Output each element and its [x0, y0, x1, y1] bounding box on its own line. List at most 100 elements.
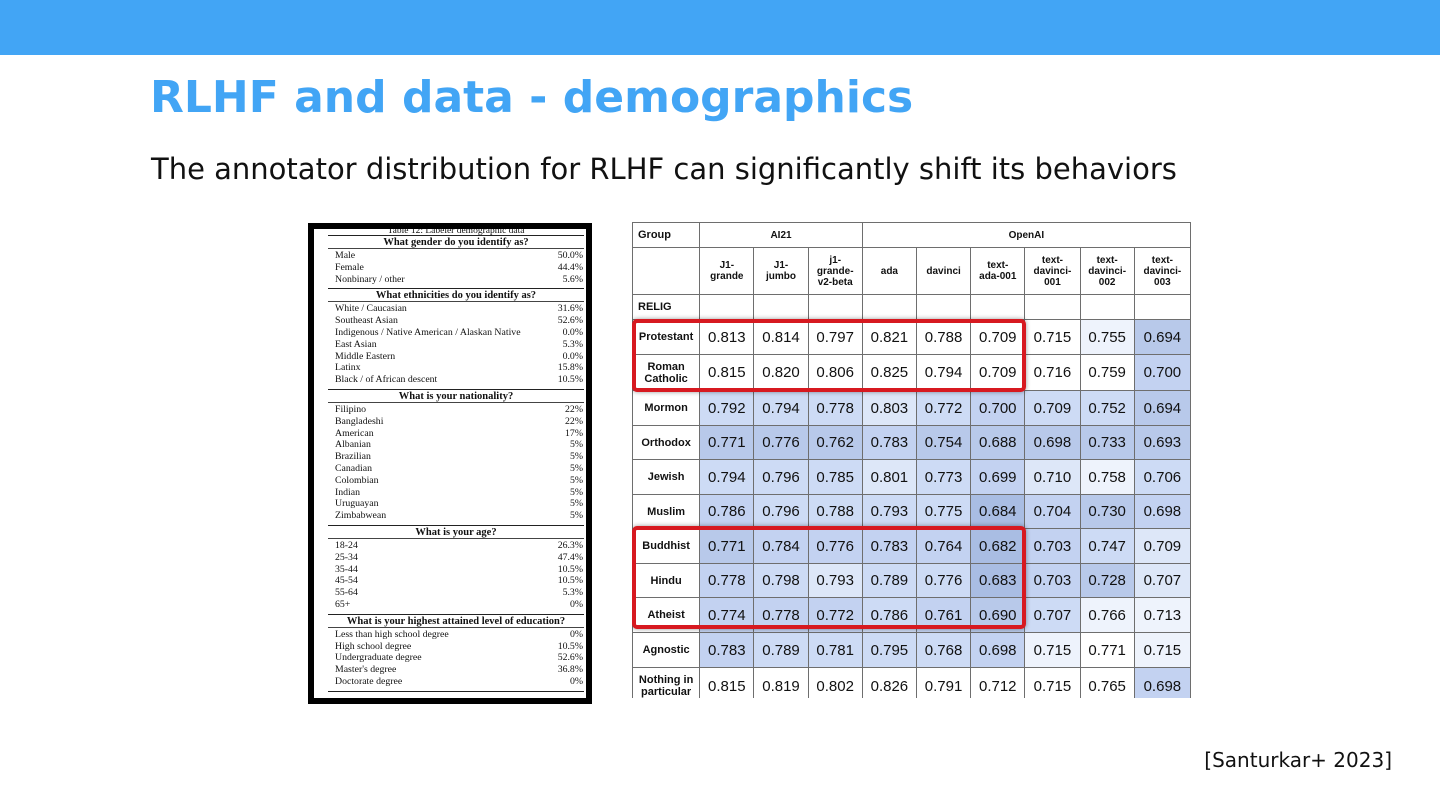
value-cell: 0.821: [861, 319, 917, 355]
demographics-label: White / Caucasian: [335, 303, 407, 315]
demographics-section: What is your age? 18-24 26.3% 25-34 47.4% 35-…: [328, 526, 584, 615]
value-cell: 0.820: [753, 354, 809, 391]
value-cell: 0.707: [1133, 563, 1191, 598]
demographics-value: 5%: [569, 510, 583, 522]
table-row: Buddhist 0.771 0.784 0.776 0.783 0.764 0.682 0.…: [632, 528, 1191, 564]
demographics-row: Male 50.0%: [328, 250, 584, 262]
value-cell: 0.795: [861, 632, 917, 668]
demographics-label: Master's degree: [335, 664, 397, 676]
value-cell: 0.758: [1079, 459, 1135, 495]
value-cell: 0.716: [1024, 354, 1081, 391]
table-row: Protestant 0.813 0.814 0.797 0.821 0.788 0.709…: [632, 319, 1191, 355]
value-cell: 0.688: [970, 425, 1026, 460]
value-cell: 0.712: [970, 667, 1026, 698]
demographics-label: East Asian: [335, 338, 377, 350]
value-cell: 0.796: [753, 494, 809, 529]
value-cell: 0.778: [753, 597, 809, 633]
row-label-cell: Protestant: [632, 319, 701, 355]
empty-cell: [970, 294, 1026, 320]
value-cell: 0.771: [699, 425, 755, 460]
value-cell: 0.759: [1079, 354, 1135, 391]
cell-text-line: J1-: [773, 260, 789, 271]
demographics-value: 31.6%: [557, 303, 583, 315]
cell-text-line: Buddhist: [642, 540, 690, 552]
value-cell: 0.801: [861, 459, 917, 495]
value-cell: 0.794: [915, 354, 972, 391]
demographics-value: 10.5%: [557, 640, 583, 652]
cell-text-line: davinci: [926, 265, 961, 277]
empty-cell: [1079, 294, 1135, 320]
cell-text-line: jumbo: [766, 271, 797, 282]
cell-text-line: davinci-: [1033, 265, 1072, 277]
demographics-value: 5%: [569, 474, 583, 486]
value-cell: 0.762: [807, 425, 863, 460]
demographics-row: Female 44.4%: [328, 262, 584, 274]
header-row-models: J1- grande J1- jumbo j1- grande-v2-beta ada dav…: [632, 247, 1191, 295]
demographics-row: 55-64 5.3%: [328, 587, 584, 599]
empty-cell: [699, 294, 755, 320]
value-cell: 0.747: [1079, 528, 1135, 564]
demographics-label: Nonbinary / other: [335, 273, 405, 285]
value-cell: 0.814: [753, 319, 809, 355]
demographics-value: 5.3%: [562, 338, 583, 350]
cell-text-line: Muslim: [647, 505, 686, 518]
value-cell: 0.783: [699, 632, 755, 668]
value-cell: 0.713: [1133, 597, 1191, 633]
value-cell: 0.704: [1024, 494, 1081, 529]
demographics-label: 25-34: [335, 551, 358, 563]
table-row: Mormon 0.792 0.794 0.778 0.803 0.772 0.700 0.70…: [632, 390, 1191, 426]
vendor-header-cell: OpenAI: [861, 222, 1191, 248]
empty-cell: [807, 294, 863, 320]
value-cell: 0.698: [1024, 425, 1081, 460]
demographics-label: American: [335, 427, 374, 439]
demographics-label: Uruguayan: [335, 498, 379, 510]
demographics-caption: Table 12: Labeler demographic data: [328, 229, 584, 236]
demographics-row: Indigenous / Native American / Alaskan N…: [328, 327, 584, 339]
value-cell: 0.772: [807, 597, 863, 633]
demographics-label: 18-24: [335, 539, 358, 551]
value-cell: 0.791: [915, 667, 972, 698]
demographics-label: 35-44: [335, 563, 358, 575]
model-header-cell: davinci: [915, 247, 972, 295]
empty-cell: [753, 294, 809, 320]
row-label-cell: Roman Catholic: [632, 354, 701, 391]
value-cell: 0.772: [915, 390, 972, 426]
value-cell: 0.771: [1079, 632, 1135, 668]
cell-text-line: grande-: [816, 265, 854, 277]
top-accent-bar: [0, 0, 1440, 55]
demographics-row: Less than high school degree 0%: [328, 629, 584, 641]
demographics-row: Filipino 22%: [328, 404, 584, 416]
value-cell: 0.774: [699, 597, 755, 633]
demographics-rows: Less than high school degree 0% High schoo…: [328, 628, 584, 691]
value-cell: 0.715: [1133, 632, 1191, 668]
value-cell: 0.778: [807, 390, 863, 426]
demographics-rows: White / Caucasian 31.6% Southeast Asian 52.…: [328, 302, 584, 389]
demographics-value: 0.0%: [562, 350, 583, 362]
demographics-label: Indian: [335, 486, 361, 498]
value-cell: 0.783: [861, 425, 917, 460]
value-cell: 0.728: [1079, 563, 1135, 598]
value-cell: 0.700: [1133, 354, 1191, 391]
model-header-cell: j1- grande-v2-beta: [807, 247, 863, 295]
demographics-row: White / Caucasian 31.6%: [328, 303, 584, 315]
cell-text-line: 002: [1098, 276, 1116, 288]
value-cell: 0.709: [970, 354, 1026, 391]
cell-text-line: grande: [710, 271, 744, 282]
demographics-row: Colombian 5%: [328, 475, 584, 487]
cell-text-line: Protestant: [638, 331, 694, 343]
demographics-table: Table 12: Labeler demographic data What …: [328, 229, 584, 692]
value-cell: 0.752: [1079, 390, 1135, 426]
row-label-cell: Agnostic: [632, 632, 701, 668]
demographics-rows: Male 50.0% Female 44.4% Nonbinary / other 5.6…: [328, 249, 584, 288]
model-header-cell: J1- jumbo: [753, 247, 809, 295]
header-row-vendors: Group AI21 OpenAI: [632, 222, 1191, 248]
value-cell: 0.698: [1133, 667, 1191, 698]
demographics-value: 5%: [569, 462, 583, 474]
demographics-row: 65+ 0%: [328, 599, 584, 611]
section-label-cell: RELIG: [632, 294, 701, 320]
value-cell: 0.683: [970, 563, 1026, 598]
cell-text-line: Nothing in: [638, 674, 694, 686]
demographics-rows: 18-24 26.3% 25-34 47.4% 35-44 10.5% 45-54 10.5%…: [328, 539, 584, 614]
demographics-label: Bangladeshi: [335, 415, 384, 427]
demographics-section: What gender do you identify as? Male 50.0%…: [328, 236, 584, 290]
